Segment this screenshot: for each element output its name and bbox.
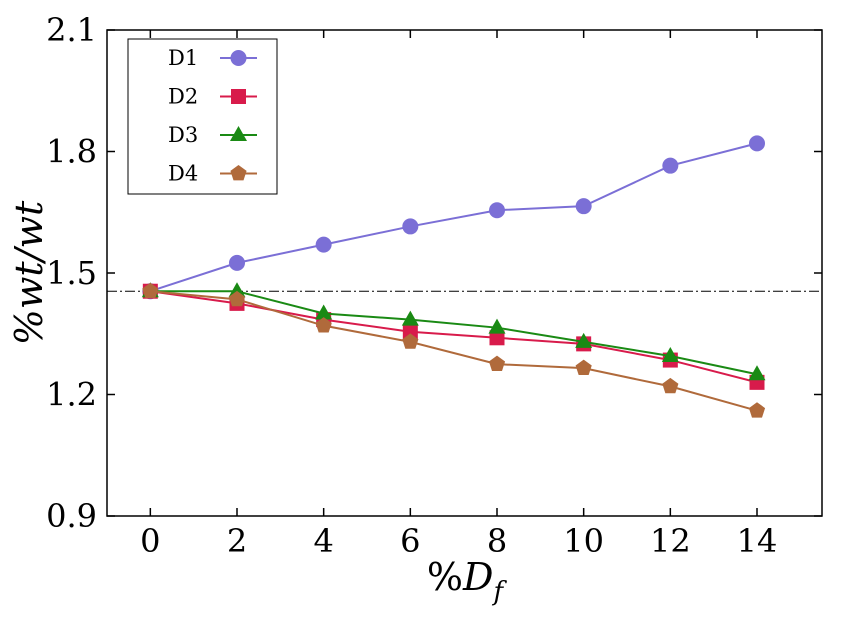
data-point-d3 <box>401 310 419 326</box>
legend-label-d4: D4 <box>168 162 198 186</box>
legend-marker-d4 <box>230 165 247 181</box>
legend-marker-d1 <box>230 50 247 66</box>
data-point-d4 <box>228 290 246 307</box>
y-tick-label: 2.1 <box>46 11 97 49</box>
data-point-d3 <box>748 365 766 381</box>
data-point-d3 <box>488 318 506 334</box>
data-point-d4 <box>142 282 159 299</box>
x-axis-label-subscript: f <box>491 577 507 607</box>
data-point-d1 <box>489 202 505 219</box>
legend-marker-d2 <box>231 89 246 104</box>
data-point-d3 <box>228 282 246 298</box>
legend-label-d3: D3 <box>168 123 198 147</box>
data-point-d4 <box>488 355 506 371</box>
data-point-d2 <box>402 324 418 340</box>
legend-box <box>127 38 278 195</box>
data-point-d1 <box>575 198 592 215</box>
data-point-d4 <box>662 377 679 394</box>
x-tick-label: 14 <box>737 522 778 560</box>
data-point-d1 <box>749 135 765 152</box>
y-tick-label: 0.9 <box>46 497 97 535</box>
y-axis-label: %wt/wt <box>7 200 51 345</box>
series-line-d4 <box>150 290 758 412</box>
legend-label-d1: D1 <box>168 46 198 70</box>
x-axis-label: %Df <box>427 555 508 607</box>
legend-label-d2: D2 <box>168 85 198 109</box>
data-point-d3 <box>575 332 593 348</box>
data-point-d1 <box>315 236 332 253</box>
data-point-d1 <box>402 218 419 235</box>
x-tick-label: 8 <box>487 522 507 560</box>
x-tick-label: 10 <box>563 522 604 560</box>
x-tick-label: 4 <box>313 522 333 560</box>
data-point-d1 <box>662 157 679 174</box>
data-point-d4 <box>315 317 332 333</box>
data-point-d4 <box>575 359 592 376</box>
x-tick-label: 0 <box>140 522 160 560</box>
x-tick-label: 6 <box>400 522 420 560</box>
y-tick-label: 1.8 <box>46 133 97 171</box>
legend-marker-d3 <box>230 126 247 141</box>
y-tick-label: 1.5 <box>46 254 97 292</box>
x-axis-label-main: D <box>462 555 493 599</box>
x-axis-label-prefix: % <box>427 555 463 599</box>
data-point-d2 <box>489 330 505 346</box>
data-point-d3 <box>315 304 333 320</box>
series-line-d3 <box>150 290 758 376</box>
data-point-d3 <box>661 347 679 363</box>
data-point-d4 <box>402 333 419 349</box>
series-line-d1 <box>150 142 758 293</box>
series-d4 <box>142 282 766 418</box>
x-tick-label: 2 <box>227 522 247 560</box>
x-tick-label: 12 <box>650 522 691 560</box>
series-line-d2 <box>150 290 758 384</box>
data-point-d4 <box>748 402 766 418</box>
y-tick-label: 1.2 <box>46 376 97 414</box>
data-point-d1 <box>229 254 245 271</box>
